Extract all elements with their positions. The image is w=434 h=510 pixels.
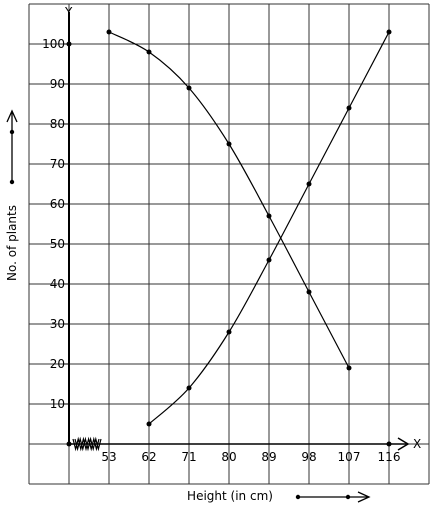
x-direction-arrowhead: [357, 491, 371, 503]
axes: [66, 12, 410, 452]
x-axis-break: [74, 436, 102, 452]
y-tick-label: 10: [50, 397, 65, 411]
series-layer: [106, 29, 392, 427]
data-point: [146, 49, 152, 55]
tick-labels: 10 20 30 40 50 60 70 80 90 100 53 62 71 80 89 98 107 116: [42, 37, 400, 464]
data-point: [306, 289, 312, 295]
data-point: [186, 85, 192, 91]
y-direction-arrowhead: [6, 109, 18, 123]
x-arrow-point: [295, 494, 301, 500]
data-point: [106, 29, 112, 35]
data-point: [226, 329, 232, 335]
x-axis-title: Height (in cm): [187, 489, 273, 503]
y-tick-label: 50: [50, 237, 65, 251]
data-point: [346, 105, 352, 111]
y-tick-label: 70: [50, 157, 65, 171]
origin-point: [66, 441, 72, 447]
x-tick-label: 53: [101, 450, 116, 464]
data-point: [266, 257, 272, 263]
x-tick-label: 80: [221, 450, 236, 464]
y-tick-label: 20: [50, 357, 65, 371]
data-point: [346, 365, 352, 371]
y-tick-label: 100: [42, 37, 65, 51]
data-point: [266, 213, 272, 219]
grid-lines: [28, 3, 430, 485]
y-tick-label: 40: [50, 277, 65, 291]
y-tick-label: 30: [50, 317, 65, 331]
data-point: [306, 181, 312, 187]
decorations: [6, 109, 371, 503]
y-arrow-point: [9, 179, 15, 185]
y-tick-label: 90: [50, 77, 65, 91]
x-tick-label: 62: [141, 450, 156, 464]
data-point: [186, 385, 192, 391]
data-point: [226, 141, 232, 147]
y-axis-letter: Y: [64, 5, 73, 19]
x-tick-label: 98: [301, 450, 316, 464]
data-point: [146, 421, 152, 427]
y-arrow-point: [9, 129, 15, 135]
data-point: [386, 29, 392, 35]
y-tick-label: 60: [50, 197, 65, 211]
x-axis-letter: X: [413, 437, 421, 451]
x-axis-arrowhead: [397, 437, 410, 451]
x-tick-label: 89: [261, 450, 276, 464]
x-tick-label: 107: [338, 450, 361, 464]
y-tick-label: 80: [50, 117, 65, 131]
x-axis-end-point: [386, 441, 392, 447]
x-tick-label: 71: [181, 450, 196, 464]
y-axis-title: No. of plants: [5, 205, 19, 281]
x-tick-label: 116: [378, 450, 401, 464]
x-arrow-point: [345, 494, 351, 500]
